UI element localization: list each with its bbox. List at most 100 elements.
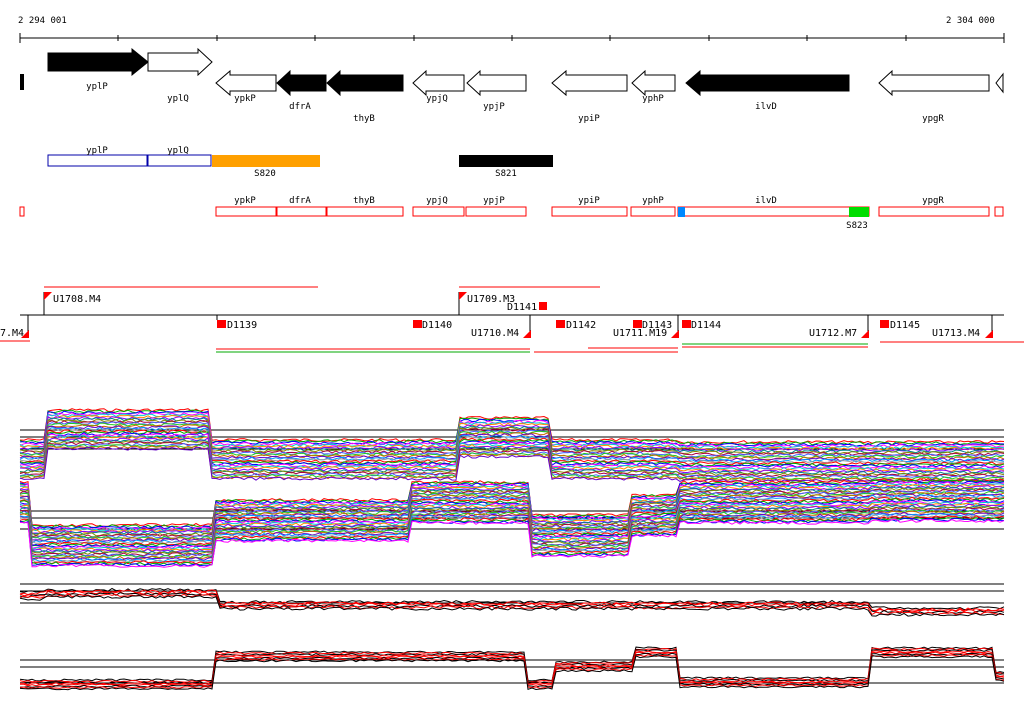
annot-box-dfrA[interactable] <box>276 206 327 217</box>
expression-trace <box>19 502 1005 552</box>
segment-box-yplP[interactable] <box>47 154 148 167</box>
annot-box-ilvD[interactable] <box>677 206 870 217</box>
terminator-D1144[interactable] <box>682 320 691 328</box>
segment-S820[interactable] <box>212 155 320 167</box>
marker-D1143: D1143 <box>642 320 672 331</box>
gene-arrow-ypjQ[interactable] <box>412 69 465 97</box>
expression-trace <box>19 504 1005 554</box>
annot-box-thyB[interactable] <box>326 206 404 217</box>
terminator-D1142[interactable] <box>556 320 565 328</box>
expression-trace <box>19 517 1005 567</box>
promoter-flag-U1713[interactable] <box>985 330 993 338</box>
gene-label-ypiP: ypiP <box>578 114 600 124</box>
segment-S821[interactable] <box>459 155 553 167</box>
annot-label-ypkP: ypkP <box>234 196 256 206</box>
annot-label-yphP: yphP <box>642 196 664 206</box>
expression-trace <box>19 485 1005 534</box>
expression-trace <box>19 513 1005 562</box>
promoter-flag-left[interactable] <box>21 330 29 338</box>
gene-arrow-dfrA[interactable] <box>276 69 327 97</box>
segment-track: yplP yplQ S820 S821 <box>47 146 553 179</box>
terminator-D1140[interactable] <box>413 320 422 328</box>
gene-arrow-thyB[interactable] <box>326 69 404 97</box>
expression-trace <box>19 422 1005 459</box>
gene-arrow-yphP[interactable] <box>631 69 676 97</box>
gene-arrow-yplQ[interactable] <box>147 47 213 77</box>
expression-trace <box>19 655 1005 691</box>
terminator-D1139[interactable] <box>217 320 226 328</box>
gene-label-ypkP: ypkP <box>234 94 256 104</box>
gene-arrow-ypkP[interactable] <box>215 69 277 97</box>
coord-start: 2 294 001 <box>18 16 67 26</box>
annot-box-right[interactable] <box>994 206 1004 217</box>
segment-label-yplQ: yplQ <box>167 146 189 156</box>
expression-trace <box>19 446 1005 483</box>
expression-trace <box>19 417 1005 454</box>
annot-box-ypkP[interactable] <box>215 206 277 217</box>
expression-trace <box>19 510 1005 560</box>
marker-D1145: D1145 <box>890 320 920 331</box>
expression-trace <box>19 410 1005 447</box>
gene-arrow-ypjP[interactable] <box>466 69 527 97</box>
expression-panel-4 <box>19 646 1005 691</box>
promoter-flag-U1711[interactable] <box>671 330 679 338</box>
expression-trace <box>19 437 1005 474</box>
marker-D1139: D1139 <box>227 320 257 331</box>
promoter-flag-U1710[interactable] <box>523 330 531 338</box>
expression-panel-3 <box>19 583 1005 617</box>
promoter-flag-U1708[interactable] <box>44 292 52 300</box>
terminator-D1143[interactable] <box>633 320 642 328</box>
marker-7-M4: 7.M4 <box>0 328 24 339</box>
gene-label-dfrA: dfrA <box>289 102 311 112</box>
expression-trace <box>19 647 1005 683</box>
annot-box-yphP[interactable] <box>630 206 676 217</box>
annot-box-left[interactable] <box>19 206 25 217</box>
gene-label-thyB: thyB <box>353 114 375 124</box>
segment-box-yplQ[interactable] <box>147 154 212 167</box>
segment-label-S821: S821 <box>495 169 517 179</box>
expression-trace <box>20 507 1005 557</box>
annot-box-ypiP[interactable] <box>551 206 628 217</box>
expression-trace <box>19 434 1005 471</box>
expression-trace <box>19 594 1005 617</box>
expression-trace <box>19 593 1005 616</box>
segment-S823[interactable] <box>849 207 869 217</box>
annot-box-ypgR[interactable] <box>878 206 990 217</box>
gene-arrow-labels: yplP yplQ ypkP dfrA thyB ypjQ ypjP ypiP … <box>86 82 944 124</box>
ruler <box>19 33 1005 43</box>
promoter-flag-U1712[interactable] <box>861 330 869 338</box>
expression-trace <box>19 413 1005 450</box>
gene-fragment-left[interactable] <box>20 74 24 90</box>
expression-trace <box>19 430 1005 467</box>
marker-U1711-M19: U1711.M19 <box>613 328 667 339</box>
annotation-box-track: ypkP dfrA thyB ypjQ ypjP ypiP yphP ilvD … <box>19 196 1004 231</box>
annot-label-ypjQ: ypjQ <box>426 196 448 206</box>
expression-trace <box>19 652 1005 688</box>
expression-trace <box>19 491 1005 542</box>
expression-trace <box>19 429 1005 466</box>
annot-label-ypgR: ypgR <box>922 196 944 206</box>
expression-trace <box>19 482 1005 532</box>
expression-trace <box>19 442 1005 479</box>
annot-box-ypjQ[interactable] <box>412 206 465 217</box>
terminator-D1141[interactable] <box>539 302 547 310</box>
promoter-flag-U1709[interactable] <box>459 292 467 300</box>
gene-arrow-ilvD[interactable] <box>685 69 850 97</box>
gene-arrow-ypgR[interactable] <box>878 69 990 97</box>
expression-trace <box>19 418 1005 455</box>
annot-label-ypjP: ypjP <box>483 196 505 206</box>
segment-label-S823: S823 <box>846 221 868 231</box>
expression-panel-1 <box>19 408 1005 483</box>
annot-label-ypiP: ypiP <box>578 196 600 206</box>
gene-fragment-right[interactable] <box>995 72 1004 94</box>
gene-arrow-yplP[interactable] <box>47 47 149 77</box>
marker-U1712-M7: U1712.M7 <box>809 328 857 339</box>
annot-label-ilvD: ilvD <box>755 196 777 206</box>
expression-trace <box>19 511 1005 561</box>
annot-box-ypjP[interactable] <box>465 206 527 217</box>
expression-trace <box>19 440 1005 477</box>
marker-U1713-M4: U1713.M4 <box>932 328 980 339</box>
terminator-D1145[interactable] <box>880 320 889 328</box>
gene-arrow-ypiP[interactable] <box>551 69 628 97</box>
